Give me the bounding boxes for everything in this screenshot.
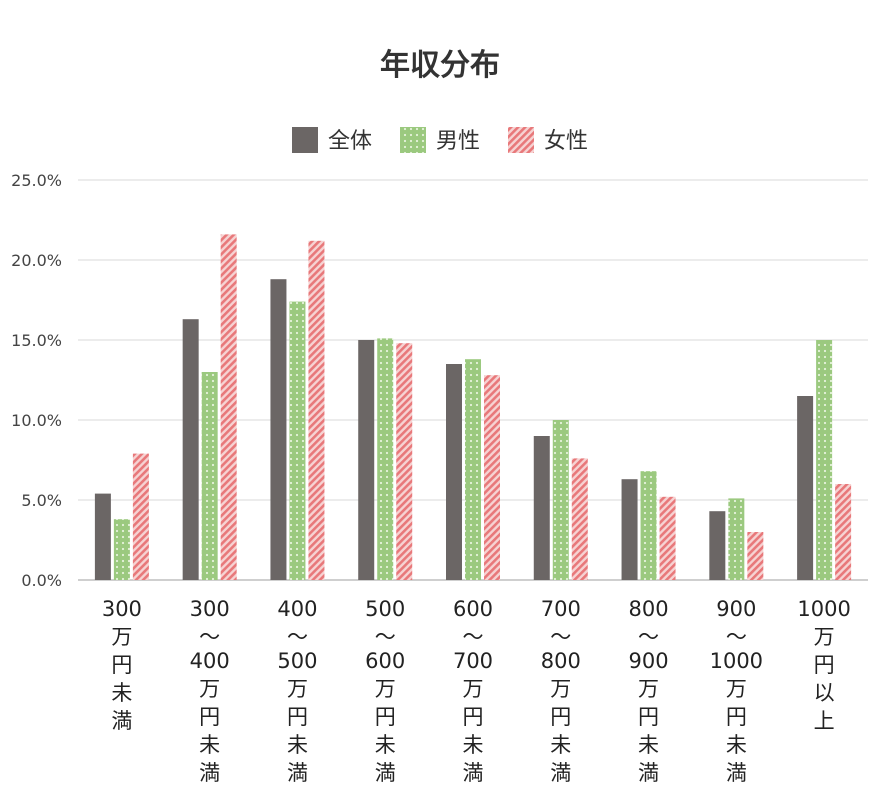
legend: 全体 男性 女性 bbox=[292, 127, 588, 154]
y-tick-label: 0.0% bbox=[21, 571, 62, 590]
bar-全体 bbox=[94, 493, 111, 580]
bar-男性 bbox=[552, 420, 569, 580]
bars bbox=[94, 234, 852, 581]
bar-女性 bbox=[308, 240, 325, 581]
y-tick-label: 20.0% bbox=[11, 251, 62, 270]
bar-男性 bbox=[201, 372, 218, 580]
bar-男性 bbox=[816, 340, 833, 580]
bar-全体 bbox=[797, 396, 814, 580]
y-tick-label: 5.0% bbox=[21, 491, 62, 510]
bar-全体 bbox=[270, 279, 287, 580]
bar-男性 bbox=[113, 519, 130, 580]
x-tick-label: 800 〜 900 万円未満 bbox=[629, 597, 669, 785]
bar-全体 bbox=[533, 436, 550, 580]
bar-男性 bbox=[465, 359, 481, 580]
legend-swatch-男性 bbox=[400, 127, 426, 153]
legend-swatch-女性 bbox=[508, 127, 534, 153]
bar-全体 bbox=[358, 340, 375, 580]
legend-label: 女性 bbox=[544, 129, 588, 154]
bar-男性 bbox=[289, 301, 306, 580]
bar-女性 bbox=[132, 453, 149, 580]
bar-全体 bbox=[182, 319, 199, 580]
bar-女性 bbox=[747, 532, 764, 580]
x-tick-label: 500 〜 600 万円未満 bbox=[365, 597, 405, 785]
legend-label: 男性 bbox=[436, 129, 480, 154]
bar-全体 bbox=[621, 479, 638, 580]
y-tick-label: 15.0% bbox=[11, 331, 62, 350]
bar-女性 bbox=[571, 458, 588, 580]
bar-男性 bbox=[728, 498, 745, 580]
bar-女性 bbox=[220, 234, 237, 580]
bar-女性 bbox=[396, 343, 413, 580]
y-tick-label: 25.0% bbox=[11, 171, 62, 190]
x-tick-label: 900 〜 1000 万円未満 bbox=[710, 597, 763, 785]
bar-女性 bbox=[484, 375, 500, 580]
legend-swatch-全体 bbox=[292, 127, 318, 153]
bar-男性 bbox=[377, 338, 394, 580]
x-tick-label: 1000 万円以上 bbox=[797, 597, 850, 733]
bar-女性 bbox=[835, 484, 852, 580]
chart-title: 年収分布 bbox=[380, 48, 500, 83]
bar-全体 bbox=[446, 364, 462, 580]
x-tick-label: 400 〜 500 万円未満 bbox=[277, 597, 317, 785]
bar-男性 bbox=[640, 471, 657, 580]
x-tick-label: 600 〜 700 万円未満 bbox=[453, 597, 493, 785]
x-tick-label: 300 万円未満 bbox=[102, 597, 142, 733]
y-tick-label: 10.0% bbox=[11, 411, 62, 430]
x-tick-label: 300 〜 400 万円未満 bbox=[190, 597, 230, 785]
x-axis: 300 万円未満 300 〜 400 万円未満 400 〜 500 万円未満 500 〜 600 万円未満… bbox=[102, 597, 851, 785]
x-tick-label: 700 〜 800 万円未満 bbox=[541, 597, 581, 785]
y-axis: 0.0% 5.0% 10.0% 15.0% 20.0% 25.0% bbox=[11, 171, 62, 590]
bar-全体 bbox=[709, 511, 726, 580]
bar-女性 bbox=[659, 496, 676, 580]
legend-label: 全体 bbox=[328, 129, 372, 154]
